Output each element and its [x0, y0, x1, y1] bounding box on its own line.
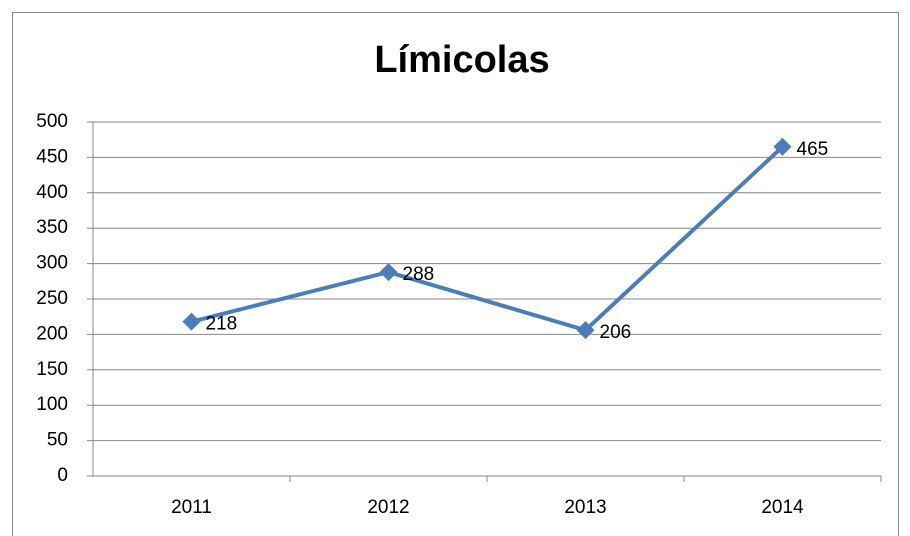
marker — [379, 263, 398, 282]
line — [191, 145, 784, 333]
data-label: 288 — [403, 264, 435, 285]
y-tick-label: 0 — [57, 465, 68, 486]
y-tick-label: 400 — [36, 182, 68, 203]
x-tick-label: 2011 — [171, 497, 212, 518]
y-tick-label: 350 — [36, 217, 68, 238]
y-tick-label: 150 — [36, 359, 68, 380]
chart-title: Límicolas — [374, 39, 549, 81]
y-tick-label: 100 — [36, 394, 68, 415]
data-label: 465 — [797, 139, 829, 160]
x-tick-label: 2013 — [564, 497, 606, 518]
data-label: 206 — [600, 322, 632, 343]
y-tick-label: 450 — [36, 146, 68, 167]
y-tick-label: 200 — [36, 323, 68, 344]
marker — [576, 321, 595, 340]
x-tick-label: 2012 — [367, 497, 409, 518]
y-tick-label: 300 — [36, 253, 68, 274]
y-tick-label: 500 — [36, 111, 68, 132]
marker — [182, 312, 201, 331]
chart-border — [12, 12, 899, 536]
y-tick-label: 50 — [47, 430, 68, 451]
data-label: 218 — [206, 314, 238, 335]
y-tick-label: 250 — [36, 288, 68, 309]
marker — [773, 137, 792, 156]
x-tick-label: 2014 — [761, 497, 804, 518]
